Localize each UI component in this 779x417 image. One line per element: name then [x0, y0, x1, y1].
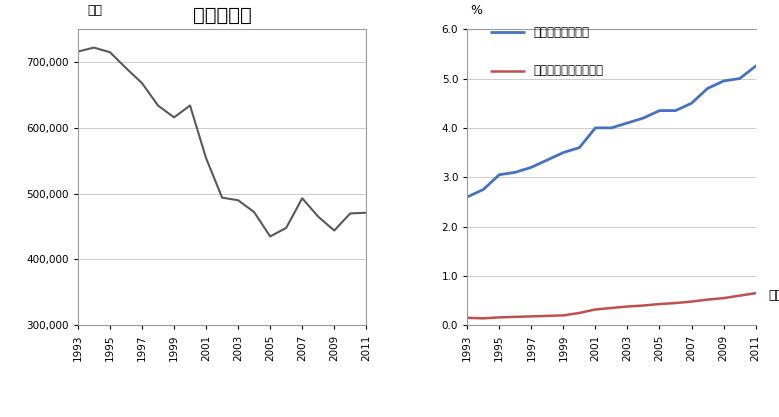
Title: 츝출생아수: 츝출생아수: [192, 6, 252, 25]
Y-axis label: 명수: 명수: [88, 4, 103, 18]
Text: 저체중출생아비율: 저체중출생아비율: [534, 26, 590, 39]
Text: 연도: 연도: [768, 289, 779, 301]
Y-axis label: %: %: [470, 4, 482, 18]
Text: 극소저체중출생아비율: 극소저체중출생아비율: [534, 64, 604, 77]
